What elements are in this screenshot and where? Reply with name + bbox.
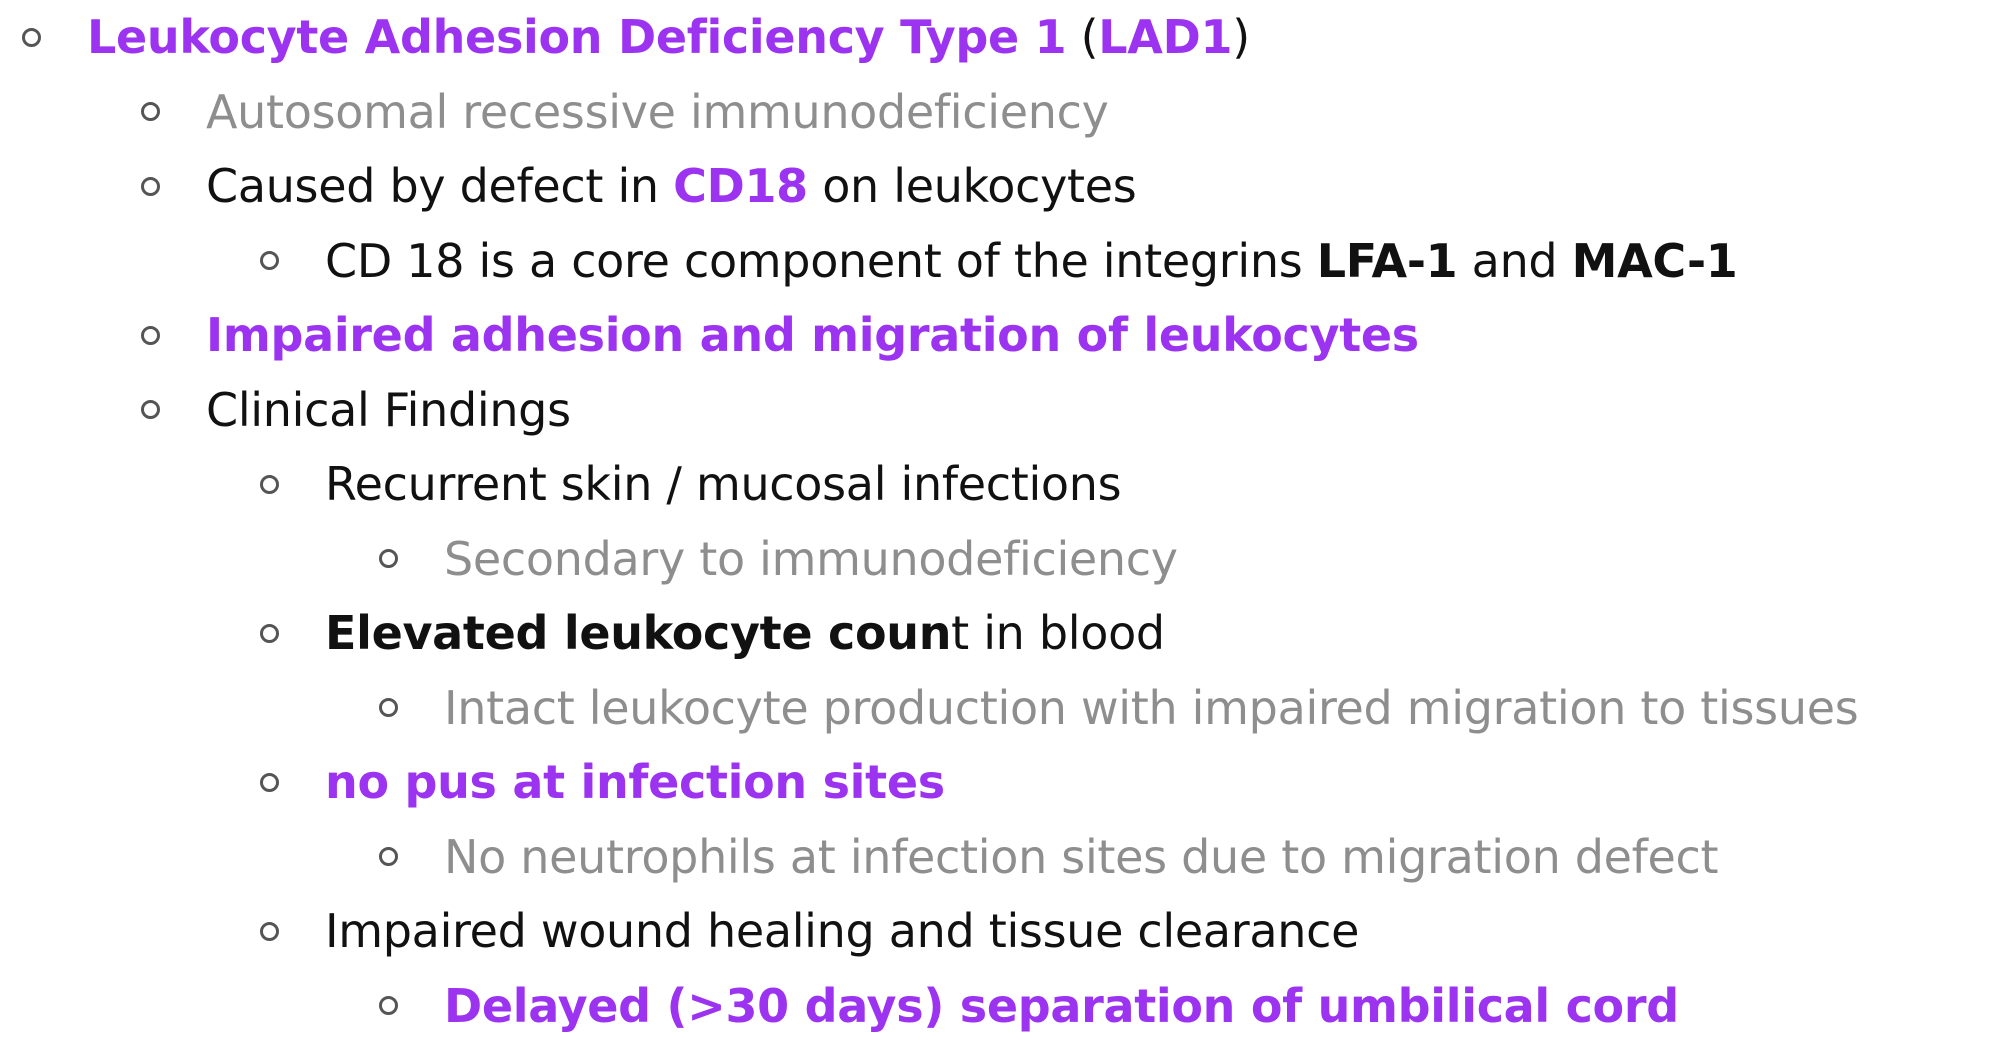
text-segment: ( (1066, 10, 1099, 64)
hollow-circle-bullet-icon (260, 921, 279, 941)
text-segment: t in blood (951, 606, 1165, 660)
outline-item-text: Intact leukocyte production with impaire… (444, 680, 1859, 735)
text-segment: and (1457, 233, 1572, 288)
hollow-circle-bullet-icon (379, 549, 398, 568)
outline-item: Recurrent skin / mucosal infections (0, 447, 1122, 521)
text-segment: CD 18 is a core component of the integri… (325, 233, 1317, 288)
outline-item: Clinical Findings (0, 373, 571, 447)
text-segment: Autosomal recessive immunodeficiency (206, 84, 1109, 139)
outline-item-text: no pus at infection sites (325, 755, 945, 809)
outline-item: Caused by defect in CD18 on leukocytes (0, 149, 1137, 223)
outline-item-text: Delayed (>30 days) separation of umbilic… (444, 979, 1679, 1033)
hollow-circle-bullet-icon (260, 623, 279, 643)
text-segment: on leukocytes (807, 159, 1137, 213)
outline-item-text: Impaired adhesion and migration of leuko… (206, 308, 1419, 362)
outline-item-text: Impaired wound healing and tissue cleara… (325, 904, 1359, 958)
outline-item: Impaired wound healing and tissue cleara… (0, 894, 1359, 968)
text-segment: Clinical Findings (206, 382, 571, 437)
outline-item: No neutrophils at infection sites due to… (0, 820, 1719, 894)
text-segment: Intact leukocyte production with impaire… (444, 680, 1859, 735)
hollow-circle-bullet-icon (260, 772, 279, 792)
text-segment: no pus at infection sites (325, 755, 945, 809)
outline-item: Leukocyte Adhesion Deficiency Type 1 (LA… (0, 0, 1250, 74)
hollow-circle-bullet-icon (141, 102, 160, 121)
text-segment: Impaired wound healing and tissue cleara… (325, 904, 1360, 958)
text-segment: Delayed (>30 days) separation of umbilic… (444, 978, 1679, 1033)
outline-item: Intact leukocyte production with impaire… (0, 671, 1859, 745)
outline-item-text: Autosomal recessive immunodeficiency (206, 85, 1109, 139)
outline-item-text: Recurrent skin / mucosal infections (325, 457, 1122, 511)
text-segment: Recurrent skin / mucosal infections (325, 457, 1122, 511)
hollow-circle-bullet-icon (141, 176, 160, 196)
text-segment: Leukocyte Adhesion Deficiency Type 1 (87, 10, 1067, 64)
hollow-circle-bullet-icon (260, 251, 279, 270)
hollow-circle-bullet-icon (379, 996, 398, 1015)
text-segment: LAD1 (1098, 10, 1233, 64)
text-segment: CD18 (673, 159, 808, 213)
outline-item-text: No neutrophils at infection sites due to… (444, 829, 1719, 884)
hollow-circle-bullet-icon (141, 325, 160, 345)
text-segment: Impaired adhesion and migration of leuko… (206, 308, 1419, 362)
outline-item: Elevated leukocyte count in blood (0, 596, 1165, 670)
outline-item: CD 18 is a core component of the integri… (0, 224, 1738, 298)
hollow-circle-bullet-icon (379, 847, 398, 866)
outline-item-text: Elevated leukocyte count in blood (325, 606, 1165, 660)
outline-item: Autosomal recessive immunodeficiency (0, 75, 1109, 149)
outline-item-text: Leukocyte Adhesion Deficiency Type 1 (LA… (87, 10, 1250, 64)
outline-item-text: Clinical Findings (206, 383, 571, 437)
outline-item-text: Secondary to immunodeficiency (444, 532, 1178, 586)
outline-item: Secondary to immunodeficiency (0, 522, 1178, 596)
text-segment: Secondary to immunodeficiency (444, 531, 1178, 586)
hollow-circle-bullet-icon (141, 400, 160, 419)
outline-item: Delayed (>30 days) separation of umbilic… (0, 969, 1679, 1043)
outline-item: Impaired adhesion and migration of leuko… (0, 298, 1419, 372)
text-segment: LFA-1 (1316, 233, 1458, 288)
outline-item: no pus at infection sites (0, 745, 945, 819)
text-segment: No neutrophils at infection sites due to… (444, 829, 1719, 884)
text-segment: Caused by defect in (206, 159, 674, 213)
text-segment: Elevated leukocyte coun (325, 606, 952, 660)
text-segment: MAC-1 (1571, 233, 1738, 288)
hollow-circle-bullet-icon (379, 698, 398, 717)
outline-item-text: Caused by defect in CD18 on leukocytes (206, 159, 1137, 213)
hollow-circle-bullet-icon (260, 474, 279, 494)
hollow-circle-bullet-icon (22, 27, 41, 47)
outline-item-text: CD 18 is a core component of the integri… (325, 233, 1738, 288)
text-segment: ) (1232, 10, 1250, 64)
